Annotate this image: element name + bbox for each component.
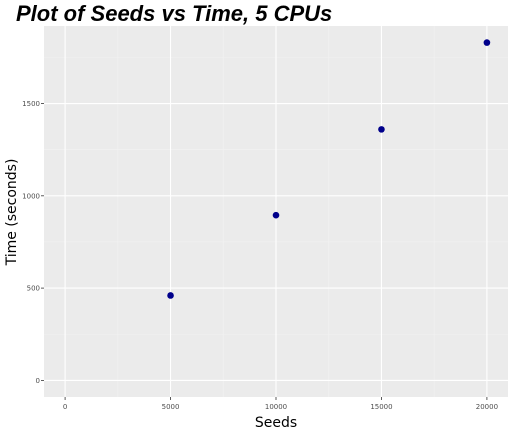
x-tick-label: 20000: [476, 403, 498, 411]
data-point: [167, 292, 174, 299]
x-tick-label: 0: [63, 403, 67, 411]
y-tick-label: 1000: [22, 192, 40, 200]
data-point: [378, 126, 385, 133]
major-gridlines: [44, 26, 508, 397]
y-axis: 0 500 1000 1500: [22, 100, 44, 385]
data-point: [272, 211, 280, 219]
x-axis-title: Seeds: [255, 415, 297, 431]
y-tick-label: 1500: [22, 100, 40, 108]
data-points: [167, 39, 491, 299]
data-point: [483, 39, 491, 46]
y-axis-title: Time (seconds): [4, 159, 20, 267]
x-tick-label: 10000: [265, 403, 287, 411]
x-axis: 0 5000 10000 15000 20000: [63, 397, 498, 411]
x-tick-label: 5000: [162, 403, 180, 411]
y-tick-label: 0: [36, 377, 40, 385]
chart-title: Plot of Seeds vs Time, 5 CPUs: [16, 1, 332, 26]
y-tick-label: 500: [27, 285, 40, 293]
x-tick-label: 15000: [370, 403, 392, 411]
